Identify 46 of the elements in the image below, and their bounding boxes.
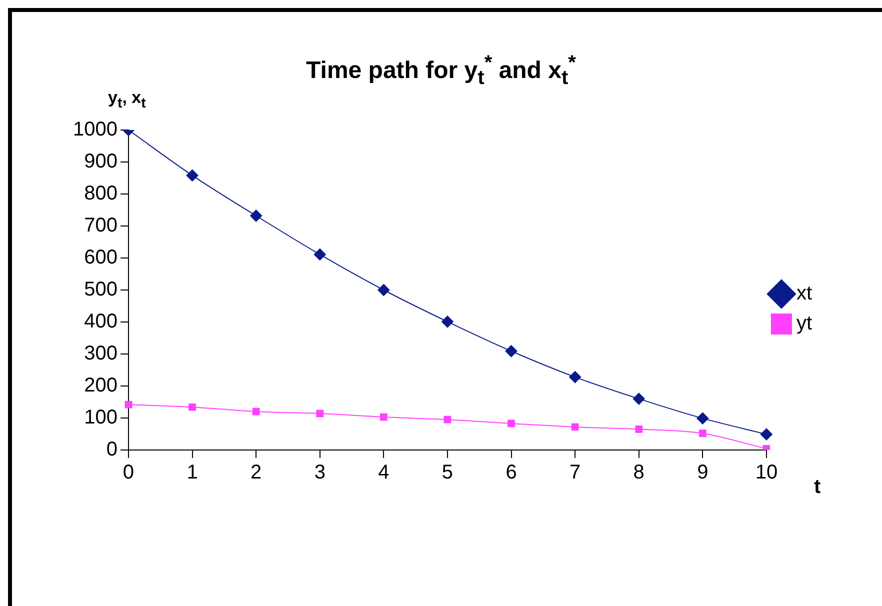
x-tick-label: 9 [697,462,708,484]
point [698,430,706,438]
point [569,371,582,384]
point [186,169,198,182]
point [250,210,262,222]
point [252,408,260,416]
y-tick-label: 900 [84,150,118,173]
y-tick-label: 800 [84,182,118,205]
y-tick-label: 600 [84,246,118,269]
y-tick-label: 100 [84,406,118,429]
point [696,412,709,424]
y-tick-label: 500 [84,278,118,301]
point [316,410,324,418]
x-tick-label: 10 [755,462,778,484]
point [508,420,515,428]
x-tick-label: 1 [186,462,198,484]
x-tick-label: 3 [314,462,326,484]
y-tick-label: 300 [84,342,118,365]
legend-label: xt [796,282,812,305]
x-tick-label: 4 [378,462,390,484]
point [378,284,390,296]
point [571,423,579,431]
y-tick-label: 1000 [72,118,118,141]
x-axis-title: t [814,476,821,499]
point [635,426,643,433]
y-axis-title: y$_{t}$, x$_{t}$ [108,88,146,112]
y-tick-label: 0 [106,438,118,461]
point [188,403,196,411]
point [444,416,452,424]
x-tick-label: 6 [506,462,517,484]
point [124,400,132,408]
y-tick-label: 700 [84,214,118,237]
x-tick-label: 2 [250,462,262,484]
x-tick-label: 0 [122,462,134,484]
y-tick-label: 200 [84,374,118,397]
point [380,413,388,421]
legend-label: yt [796,312,812,335]
x-tick-label: 5 [442,462,454,484]
point [632,392,645,405]
y-tick-label: 400 [84,310,118,333]
x-tick-label: 8 [633,462,644,484]
point [760,428,772,440]
point [505,345,518,358]
x-tick-label: 7 [569,462,581,484]
point [314,248,326,260]
point [441,316,454,328]
